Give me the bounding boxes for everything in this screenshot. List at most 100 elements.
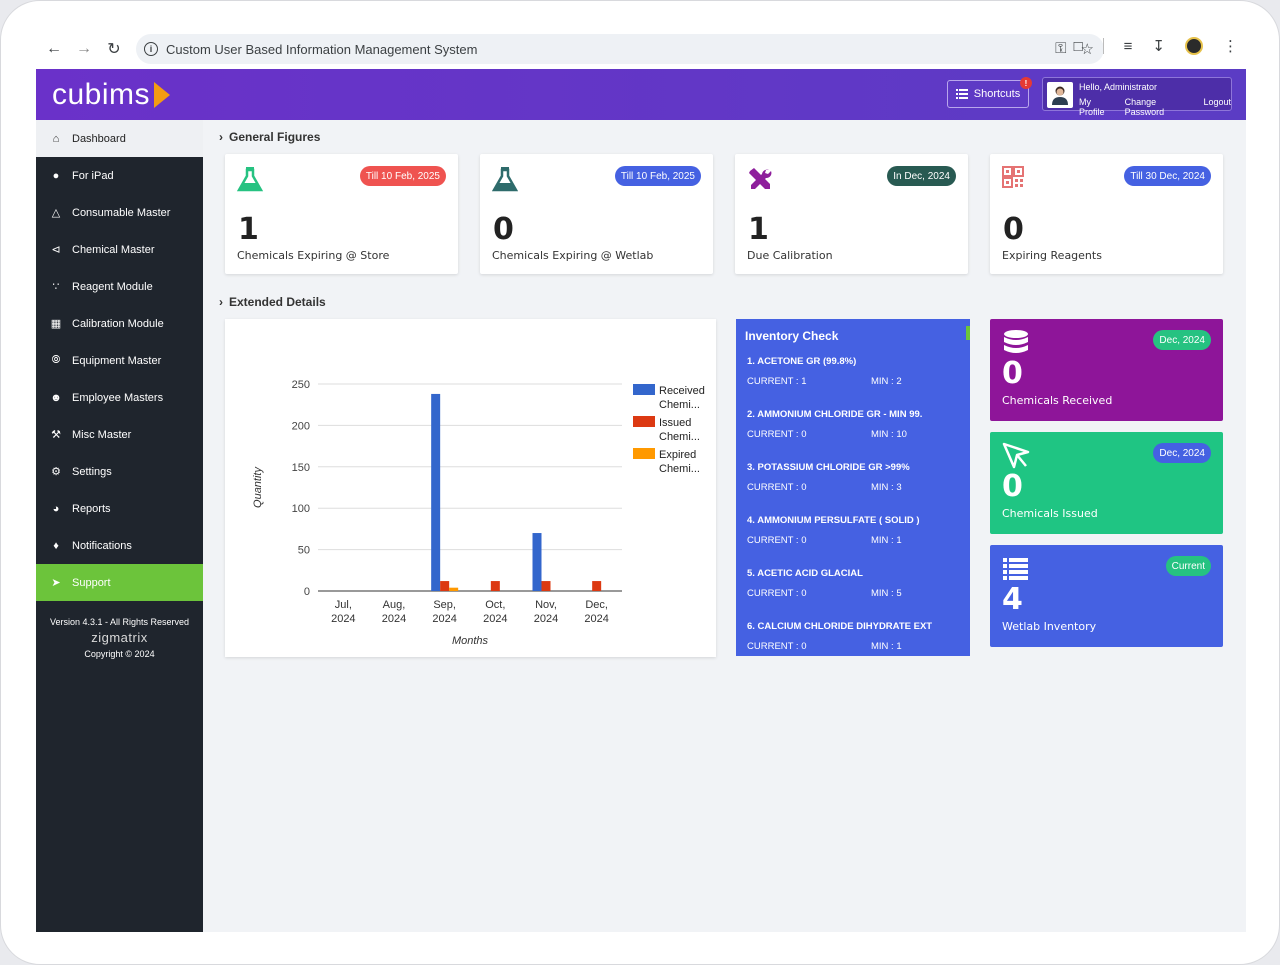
section-general-figures[interactable]: › General Figures [219,130,320,144]
wrench-icon: ⚒ [51,429,61,441]
date-badge: Current [1165,556,1211,576]
sidebar-item-for-ipad[interactable]: ● For iPad [36,157,203,194]
item-name: 1. ACETONE GR (99.8%) [747,356,857,367]
home-icon: ⌂ [52,132,60,145]
pie-chart-icon: ◕ [52,502,60,515]
sidebar-item-chemical-master[interactable]: ⊲ Chemical Master [36,231,203,268]
item-name: 5. ACETIC ACID GLACIAL [747,568,863,579]
stat-value: 0 [1002,356,1023,391]
media-icon[interactable]: ≡ [1123,37,1133,55]
section-title: Extended Details [229,295,326,309]
sidebar-item-dashboard[interactable]: ⌂ Dashboard [36,120,203,157]
gear-icon: ⚙ [51,466,61,478]
star-icon[interactable]: ☆ [1080,41,1094,58]
card-chemicals-expiring-wetlab[interactable]: Till 10 Feb, 2025 0 Chemicals Expiring @… [480,154,713,274]
my-profile-link[interactable]: My Profile [1079,97,1105,117]
legend-swatch [633,416,655,427]
x-tick-label: Nov, [535,599,557,611]
sidebar-item-reagent-module[interactable]: ∵ Reagent Module [36,268,203,305]
bar [532,533,542,591]
user-panel: Hello, Administrator My Profile Change P… [1042,77,1232,117]
version-text: Version 4.3.1 - All Rights Reserved [49,617,190,627]
sidebar-item-label: Misc Master [72,428,132,441]
stat-chemicals-issued[interactable]: Dec, 2024 0 Chemicals Issued [990,432,1223,534]
back-icon[interactable]: ← [46,40,62,57]
sidebar-item-misc-master[interactable]: ⚒ Misc Master [36,416,203,453]
date-badge: Till 10 Feb, 2025 [614,166,701,186]
x-tick-label: 2024 [584,613,608,625]
sidebar-item-settings[interactable]: ⚙ Settings [36,453,203,490]
sidebar-item-label: Employee Masters [72,391,164,404]
list-item: 2. AMMONIUM CHLORIDE GR - MIN 99. CURREN… [747,409,962,440]
stat-label: Wetlab Inventory [1002,620,1097,633]
sidebar-item-label: Notifications [72,539,132,552]
menu-icon[interactable]: ⋮ [1223,38,1238,55]
qr-code-icon [1002,166,1024,188]
x-tick-label: 2024 [483,613,507,625]
item-current: CURRENT : 0 [747,429,807,440]
date-badge: Dec, 2024 [1153,330,1211,350]
item-current: CURRENT : 1 [747,376,807,387]
key-icon[interactable]: ⚿ [1055,40,1067,57]
stat-wetlab-inventory[interactable]: Current 4 Wetlab Inventory [990,545,1223,647]
send-icon [1002,442,1030,469]
profile-avatar[interactable] [1185,37,1203,55]
site-info-icon[interactable]: i [144,42,158,56]
download-icon[interactable]: ↧ [1152,38,1165,55]
app-logo[interactable]: cubims [52,78,171,112]
sidebar-item-reports[interactable]: ◕ Reports [36,490,203,527]
item-current: CURRENT : 0 [747,482,807,493]
legend-swatch [633,384,655,395]
stat-value: 4 [1002,582,1023,617]
shortcuts-button[interactable]: Shortcuts [947,80,1029,108]
extensions-icon[interactable]: □ [1073,37,1083,55]
item-min: MIN : 1 [871,641,902,652]
item-name: 6. CALCIUM CHLORIDE DIHYDRATE EXT [747,621,933,632]
flask-icon [237,167,263,192]
apple-icon: ● [52,169,60,182]
card-due-calibration[interactable]: In Dec, 2024 1 Due Calibration [735,154,968,274]
forward-icon[interactable]: → [76,40,92,57]
sidebar-footer: Version 4.3.1 - All Rights Reserved zigm… [36,614,203,662]
sidebar-item-label: For iPad [72,169,114,182]
card-label: Due Calibration [747,249,833,262]
card-expiring-reagents[interactable]: Till 30 Dec, 2024 0 Expiring Reagents [990,154,1223,274]
sidebar-item-employee-masters[interactable]: ☻ Employee Masters [36,379,203,416]
chart-card: 0 50 100 150 200 250 Jul, 2024 Aug, 2024 Sep, 2024 O… [225,319,716,657]
card-chemicals-expiring-store[interactable]: Till 10 Feb, 2025 1 Chemicals Expiring @… [225,154,458,274]
stat-chemicals-received[interactable]: Dec, 2024 0 Chemicals Received [990,319,1223,421]
sidebar-item-equipment-master[interactable]: ⦾ Equipment Master [36,342,203,379]
y-tick-label: 150 [292,462,310,474]
toolbar-divider [1102,38,1104,54]
item-name: 2. AMMONIUM CHLORIDE GR - MIN 99. [747,409,923,420]
change-password-link[interactable]: Change Password [1124,97,1165,117]
sidebar-item-label: Reagent Module [72,280,153,293]
legend-label: Expired [659,449,696,461]
card-label: Expiring Reagents [1002,249,1102,262]
inventory-title: Inventory Check [745,329,839,343]
y-tick-label: 50 [298,545,310,557]
sidebar-item-calibration-module[interactable]: ▦ Calibration Module [36,305,203,342]
legend-swatch [633,448,655,459]
inventory-check-panel: Inventory Check 1. ACETONE GR (99.8%) CU… [736,319,970,656]
scrollbar[interactable] [966,326,970,340]
sidebar-item-support[interactable]: ➤ Support [36,564,203,601]
address-bar[interactable]: i Custom User Based Information Manageme… [136,34,1104,64]
zigmatrix-logo: zigmatrix [91,630,148,645]
user-avatar[interactable] [1047,82,1073,108]
chevron-right-icon: › [219,295,223,309]
item-min: MIN : 1 [871,535,902,546]
date-badge: In Dec, 2024 [887,166,956,186]
logout-link[interactable]: Logout [1203,97,1231,107]
list-icon [955,89,968,99]
sidebar-item-notifications[interactable]: ♦ Notifications [36,527,203,564]
reload-icon[interactable]: ↻ [107,41,121,58]
sidebar-item-consumable-master[interactable]: △ Consumable Master [36,194,203,231]
section-extended-details[interactable]: › Extended Details [219,295,326,309]
card-label: Chemicals Expiring @ Wetlab [492,249,654,262]
address-text: Custom User Based Information Management… [166,41,478,57]
app-header: cubims Shortcuts ! Hello, Administrator [36,69,1246,120]
list-icon [1003,558,1028,580]
card-value: 0 [493,212,514,247]
legend-label: Chemi... [659,399,700,411]
